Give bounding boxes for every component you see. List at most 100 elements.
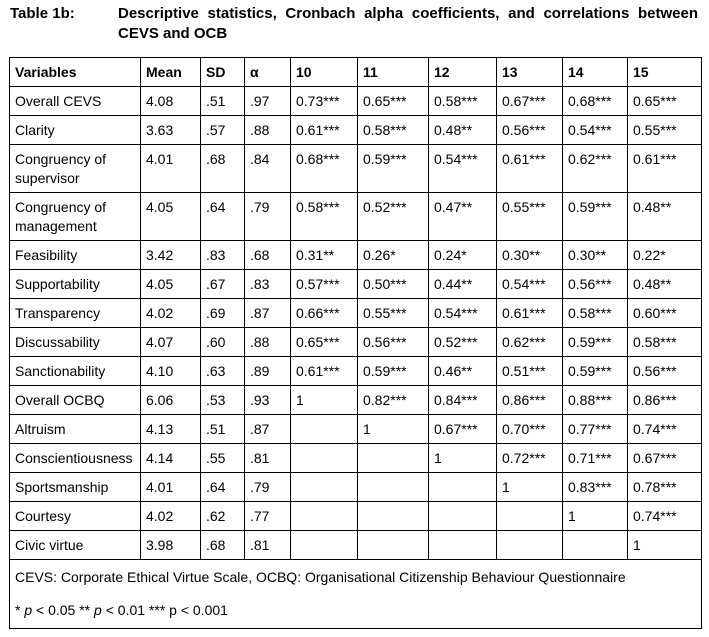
header-cell: Mean [140, 57, 201, 87]
table-cell: 3.42 [140, 240, 201, 270]
table-cell: .87 [244, 414, 291, 444]
table-cell: 0.59*** [562, 192, 628, 241]
header-cell: 12 [428, 57, 497, 87]
table-cell: .60 [200, 327, 245, 357]
table-cell: 0.67*** [496, 86, 563, 116]
header-cell: 14 [562, 57, 628, 87]
significance-part: p [24, 602, 33, 618]
table-cell: .83 [200, 240, 245, 270]
table-cell: Congruency of supervisor [9, 144, 141, 193]
table-cell: 0.62*** [562, 144, 628, 193]
table-cell: 0.58*** [428, 86, 497, 116]
table-cell: 0.46** [428, 356, 497, 386]
empty-cell [290, 414, 358, 444]
table-cell: 0.47** [428, 192, 497, 241]
header-cell: 11 [357, 57, 429, 87]
empty-cell [428, 501, 497, 531]
table-cell: 0.74*** [627, 501, 702, 531]
table-cell: 4.02 [140, 298, 201, 328]
table-cell: 4.08 [140, 86, 201, 116]
caption-label: Table 1b: [10, 5, 75, 22]
table-cell: 0.61*** [290, 115, 358, 145]
empty-cell [357, 472, 429, 502]
caption-title: Descriptive statistics, Cronbach alpha c… [118, 5, 698, 42]
table-cell: 0.84*** [428, 385, 497, 415]
table-cell: 0.50*** [357, 269, 429, 299]
table-cell: 0.71*** [562, 443, 628, 473]
table-cell: 1 [562, 501, 628, 531]
table-cell: 0.58*** [562, 298, 628, 328]
table-cell: Sportsmanship [9, 472, 141, 502]
table-cell: 0.65*** [627, 86, 702, 116]
table-cell: .83 [244, 269, 291, 299]
table-cell: 0.44** [428, 269, 497, 299]
table-cell: 4.10 [140, 356, 201, 386]
empty-cell [496, 501, 563, 531]
table-cell: Sanctionability [9, 356, 141, 386]
table-cell: 0.61*** [290, 356, 358, 386]
table-cell: 4.02 [140, 501, 201, 531]
table-cell: 0.82*** [357, 385, 429, 415]
table-cell: 3.63 [140, 115, 201, 145]
table-row: Congruency of supervisor 4.01.68.84 0.68**… [9, 144, 702, 193]
table-cell: 0.61*** [496, 298, 563, 328]
table-row: Supportability 4.05.67.83 0.57*** 0.50*** 0.… [9, 269, 702, 299]
table-cell: .64 [200, 192, 245, 241]
table-cell: 0.58*** [357, 115, 429, 145]
table-row: Sanctionability 4.10.63.89 0.61*** 0.59*** 0… [9, 356, 702, 386]
table-cell: 1 [428, 443, 497, 473]
table-cell: 0.54*** [428, 144, 497, 193]
empty-cell [562, 530, 628, 560]
table-cell: Feasibility [9, 240, 141, 270]
table-cell: 6.06 [140, 385, 201, 415]
empty-cell [357, 530, 429, 560]
table-cell: 0.55*** [627, 115, 702, 145]
table-row: Conscientiousness 4.14.55.81 1 0.72*** 0.71*… [9, 443, 702, 473]
table-cell: 4.07 [140, 327, 201, 357]
table-cell: Overall CEVS [9, 86, 141, 116]
table-cell: 0.65*** [290, 327, 358, 357]
table-cell: .84 [244, 144, 291, 193]
table-cell: 0.59*** [562, 356, 628, 386]
table-cell: 0.73*** [290, 86, 358, 116]
table-cell: 1 [290, 385, 358, 415]
table-row: Sportsmanship 4.01.64.79 1 0.83*** 0.78*** [9, 472, 702, 502]
empty-cell [290, 530, 358, 560]
table-cell: .62 [200, 501, 245, 531]
table-cell: Overall OCBQ [9, 385, 141, 415]
significance-note: * p < 0.05 ** p < 0.01 *** p < 0.001 [15, 601, 696, 620]
table-cell: Transparency [9, 298, 141, 328]
table-cell: 0.56*** [627, 356, 702, 386]
table-cell: 0.59*** [357, 144, 429, 193]
table-cell: 0.61*** [496, 144, 563, 193]
table-cell: .97 [244, 86, 291, 116]
header-row: Variables Mean SD α 10 11 12 13 14 15 [9, 57, 702, 87]
table-cell: 0.88*** [562, 385, 628, 415]
note-row: CEVS: Corporate Ethical Virtue Scale, OC… [9, 559, 702, 629]
table-cell: 0.67*** [627, 443, 702, 473]
stats-table: Variables Mean SD α 10 11 12 13 14 15 Overall CEV… [9, 57, 702, 629]
table-cell: .81 [244, 530, 291, 560]
table-row: Clarity 3.63.57.88 0.61*** 0.58*** 0.48** 0.5… [9, 115, 702, 145]
table-cell: .51 [200, 86, 245, 116]
significance-part: * [15, 602, 25, 618]
table-row: Altruism 4.13.51.87 1 0.67*** 0.70*** 0.77***… [9, 414, 702, 444]
table-cell: .68 [244, 240, 291, 270]
table-cell: 0.61*** [627, 144, 702, 193]
table-cell: 4.13 [140, 414, 201, 444]
table-cell: .63 [200, 356, 245, 386]
table-cell: 0.52*** [428, 327, 497, 357]
table-cell: .57 [200, 115, 245, 145]
table-cell: .81 [244, 443, 291, 473]
table-cell: 4.05 [140, 192, 201, 241]
table-cell: 0.54*** [428, 298, 497, 328]
table-cell: 0.57*** [290, 269, 358, 299]
table-cell: 0.55*** [496, 192, 563, 241]
table-cell: 0.22* [627, 240, 702, 270]
table-cell: 4.01 [140, 144, 201, 193]
header-cell: 15 [627, 57, 702, 87]
table-cell: 0.86*** [627, 385, 702, 415]
table-cell: 0.48** [428, 115, 497, 145]
table-cell: Courtesy [9, 501, 141, 531]
